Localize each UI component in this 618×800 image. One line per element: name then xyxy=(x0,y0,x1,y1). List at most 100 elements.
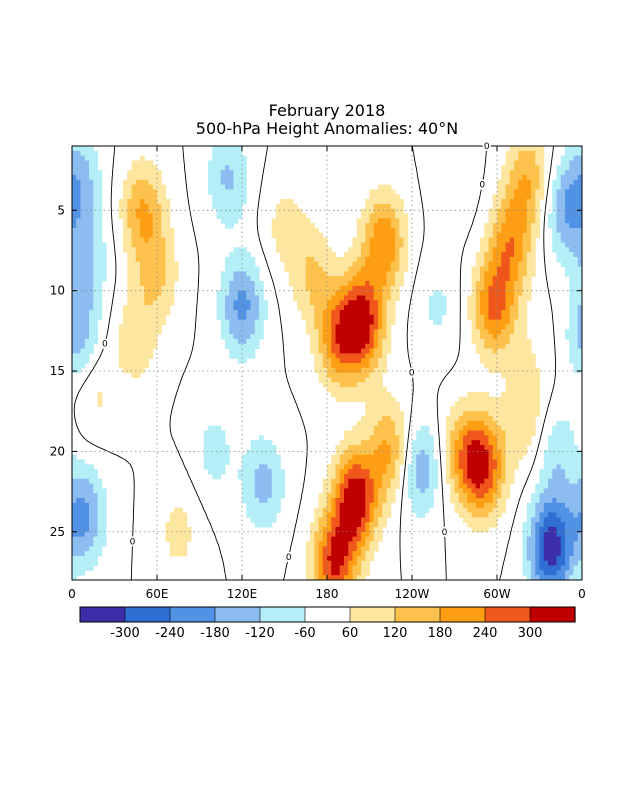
heatmap-cell xyxy=(178,517,183,523)
heatmap-cell xyxy=(514,271,519,277)
heatmap-cell xyxy=(305,252,311,258)
heatmap-cell xyxy=(93,319,98,325)
heatmap-cell xyxy=(548,512,553,518)
heatmap-cell xyxy=(365,464,370,470)
heatmap-cell xyxy=(514,174,519,181)
heatmap-cell xyxy=(446,444,451,451)
heatmap-cell xyxy=(509,454,515,460)
heatmap-cell xyxy=(509,440,515,446)
heatmap-cell xyxy=(497,416,502,422)
heatmap-cell xyxy=(152,203,158,210)
heatmap-cell xyxy=(390,247,396,253)
heatmap-cell xyxy=(301,309,307,316)
heatmap-cell xyxy=(471,319,477,325)
heatmap-cell xyxy=(361,256,366,263)
heatmap-cell xyxy=(539,146,545,152)
heatmap-cell xyxy=(531,363,536,369)
heatmap-cell xyxy=(488,464,494,470)
heatmap-cell xyxy=(84,305,90,311)
heatmap-cell xyxy=(225,290,230,296)
heatmap-cell xyxy=(148,208,154,215)
heatmap-cell xyxy=(577,309,582,316)
heatmap-cell xyxy=(220,319,226,325)
heatmap-cell xyxy=(331,522,336,528)
heatmap-cell xyxy=(229,285,234,292)
heatmap-cell xyxy=(373,367,379,374)
heatmap-cell xyxy=(140,305,145,311)
heatmap-cell xyxy=(93,150,98,157)
heatmap-cell xyxy=(327,469,332,475)
heatmap-cell xyxy=(97,551,103,557)
heatmap-cell xyxy=(552,179,557,186)
heatmap-cell xyxy=(522,526,528,533)
heatmap-cell xyxy=(531,208,536,215)
heatmap-cell xyxy=(237,261,243,268)
heatmap-cell xyxy=(72,522,77,528)
x-tick-label: 180 xyxy=(316,587,339,601)
heatmap-cell xyxy=(480,285,485,292)
heatmap-cell xyxy=(548,517,553,523)
heatmap-cell xyxy=(344,517,349,523)
heatmap-cell xyxy=(501,199,506,205)
heatmap-cell xyxy=(254,454,260,460)
heatmap-cell xyxy=(165,199,171,205)
heatmap-cell xyxy=(450,435,455,441)
heatmap-cell xyxy=(569,483,574,489)
heatmap-cell xyxy=(93,237,98,243)
heatmap-cell xyxy=(169,271,175,277)
heatmap-cell xyxy=(522,541,528,547)
heatmap-cell xyxy=(365,382,370,388)
heatmap-cell xyxy=(140,208,145,215)
heatmap-cell xyxy=(212,165,217,171)
heatmap-cell xyxy=(382,319,387,325)
heatmap-cell xyxy=(76,363,81,369)
heatmap-cell xyxy=(497,261,502,268)
heatmap-cell xyxy=(80,227,86,234)
heatmap-cell xyxy=(446,435,451,441)
heatmap-cell xyxy=(233,194,239,200)
heatmap-cell xyxy=(369,290,375,296)
heatmap-cell xyxy=(450,449,455,456)
heatmap-cell xyxy=(552,203,557,210)
heatmap-cell xyxy=(424,459,430,465)
heatmap-cell xyxy=(335,531,341,538)
heatmap-cell xyxy=(76,150,81,157)
heatmap-cell xyxy=(514,208,519,215)
heatmap-cell xyxy=(293,218,298,224)
heatmap-cell xyxy=(526,507,532,513)
heatmap-cell xyxy=(89,184,94,190)
heatmap-cell xyxy=(89,555,94,562)
heatmap-cell xyxy=(501,367,506,374)
heatmap-cell xyxy=(84,232,90,239)
heatmap-cell xyxy=(535,512,540,518)
heatmap-cell xyxy=(395,261,400,268)
heatmap-cell xyxy=(101,502,107,509)
heatmap-cell xyxy=(356,256,362,263)
heatmap-cell xyxy=(522,377,528,383)
heatmap-cell xyxy=(497,256,502,263)
heatmap-cell xyxy=(161,290,166,296)
heatmap-cell xyxy=(101,526,107,533)
heatmap-cell xyxy=(212,194,217,200)
heatmap-cell xyxy=(288,261,294,268)
heatmap-cell xyxy=(369,391,375,398)
heatmap-cell xyxy=(246,507,251,513)
heatmap-cell xyxy=(242,305,247,311)
heatmap-cell xyxy=(318,319,324,325)
heatmap-cell xyxy=(356,223,362,229)
heatmap-cell xyxy=(471,517,477,523)
heatmap-cell xyxy=(331,353,336,359)
heatmap-cell xyxy=(229,213,234,219)
heatmap-cell xyxy=(148,218,154,224)
heatmap-cell xyxy=(573,314,579,321)
heatmap-cell xyxy=(97,203,103,210)
heatmap-cell xyxy=(276,223,281,229)
heatmap-cell xyxy=(293,256,298,263)
heatmap-cell xyxy=(399,237,404,243)
heatmap-cell xyxy=(492,420,498,427)
heatmap-cell xyxy=(76,551,81,557)
heatmap-cell xyxy=(454,444,460,451)
y-tick-label: 20 xyxy=(50,444,65,458)
heatmap-cell xyxy=(514,353,519,359)
heatmap-cell xyxy=(565,502,570,509)
